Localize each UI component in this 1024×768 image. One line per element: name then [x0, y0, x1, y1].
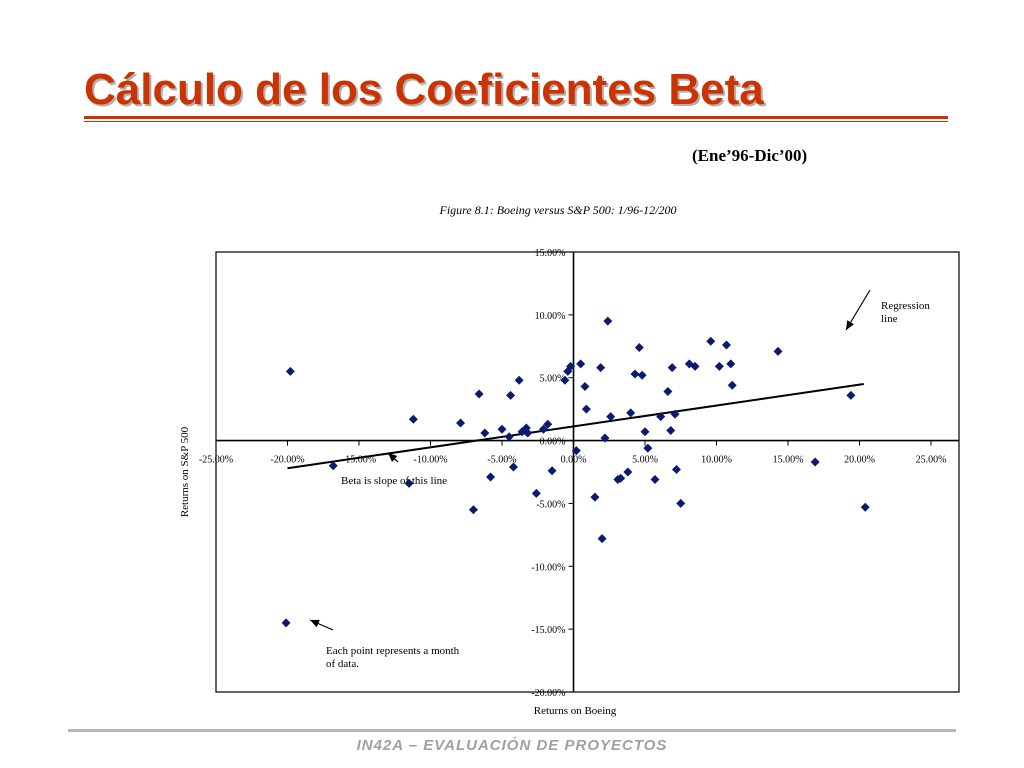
- data-point: [571, 446, 581, 456]
- axes-layer: -25.00% -20.00% -15.00% -10.00% -5.00% 0.00% 5…: [199, 248, 959, 699]
- y-tick-label: -15.00%: [531, 625, 565, 636]
- x-axis-label: Returns on Boeing: [534, 705, 617, 717]
- data-point: [531, 488, 541, 498]
- data-point: [474, 389, 484, 399]
- data-point: [846, 390, 856, 400]
- chart-title: Figure 8.1: Boeing versus S&P 500: 1/96-…: [439, 203, 677, 217]
- data-point: [666, 426, 676, 436]
- data-point: [596, 363, 606, 373]
- x-tick-label: 10.00%: [701, 455, 732, 466]
- y-tick-label: -20.00%: [531, 688, 565, 699]
- data-point: [690, 361, 700, 371]
- data-point: [404, 478, 414, 488]
- points-layer: [281, 316, 870, 628]
- data-point: [480, 428, 490, 438]
- y-tick-label: -10.00%: [531, 562, 565, 573]
- beta-arrow: [387, 452, 399, 463]
- data-point: [566, 361, 576, 371]
- data-point: [671, 464, 681, 474]
- data-point: [634, 343, 644, 353]
- x-tick-label: -10.00%: [413, 455, 447, 466]
- data-point: [408, 414, 418, 424]
- regression-line: [287, 383, 864, 470]
- data-point: [860, 502, 870, 512]
- data-point: [514, 375, 524, 385]
- data-point: [676, 498, 686, 508]
- data-point: [810, 457, 820, 467]
- data-point: [643, 443, 653, 453]
- footer-text: IN42A – EVALUACIÓN DE PROYECTOS: [356, 737, 668, 754]
- plot-frame: [215, 251, 960, 693]
- data-point: [576, 359, 586, 369]
- data-point: [547, 466, 557, 476]
- y-tick-label: 5.00%: [540, 374, 566, 385]
- data-point: [663, 387, 673, 397]
- data-point: [486, 472, 496, 482]
- x-tick-label: 20.00%: [844, 455, 875, 466]
- data-point: [722, 340, 732, 350]
- data-point: [504, 432, 514, 442]
- data-point: [285, 366, 295, 376]
- data-point: [328, 461, 338, 471]
- x-tick-label: 5.00%: [632, 455, 658, 466]
- y-tick-label: 0.00%: [540, 437, 566, 448]
- data-point: [468, 505, 478, 515]
- data-point: [600, 433, 610, 443]
- data-point: [506, 390, 516, 400]
- data-point: [623, 467, 633, 477]
- data-point: [637, 370, 647, 380]
- data-point: [630, 369, 640, 379]
- point-arrow: [309, 619, 334, 631]
- data-point: [640, 427, 650, 437]
- date-range-label: (Ene’96-Dic’00): [692, 146, 808, 165]
- x-tick-label: 15.00%: [773, 455, 804, 466]
- x-tick-label: -5.00%: [487, 455, 516, 466]
- data-point: [508, 462, 518, 472]
- slide-title: Cálculo de los Coeficientes Beta: [84, 65, 764, 114]
- data-point: [523, 428, 533, 438]
- x-tick-label: -25.00%: [199, 455, 233, 466]
- data-point: [650, 475, 660, 485]
- data-point: [714, 361, 724, 371]
- x-tick-label: -15.00%: [342, 455, 376, 466]
- x-tick-label: -20.00%: [270, 455, 304, 466]
- data-point: [590, 492, 600, 502]
- data-point: [656, 412, 666, 422]
- regression-arrow: [845, 289, 871, 331]
- data-point: [603, 316, 613, 326]
- data-point: [281, 618, 291, 628]
- data-point: [773, 346, 783, 356]
- y-tick-label: 15.00%: [535, 248, 566, 259]
- y-axis-label: Returns on S&P 500: [179, 426, 191, 517]
- data-point: [580, 382, 590, 392]
- title-rule-thin: [84, 121, 948, 122]
- data-point: [497, 424, 507, 434]
- x-tick-label: 25.00%: [916, 455, 947, 466]
- y-tick-label: -5.00%: [536, 499, 565, 510]
- data-point: [667, 363, 677, 373]
- data-point: [616, 473, 626, 483]
- data-point: [706, 336, 716, 346]
- data-point: [606, 412, 616, 422]
- data-point: [581, 404, 591, 414]
- data-point: [727, 380, 737, 390]
- beta-annotation: Beta is slope of this line: [341, 475, 447, 487]
- regression-annotation: Regression line: [881, 300, 930, 325]
- data-point: [626, 408, 636, 418]
- data-point: [597, 534, 607, 544]
- data-point: [543, 419, 553, 429]
- y-tick-label: 10.00%: [535, 311, 566, 322]
- data-point: [560, 375, 570, 385]
- footer-rule: [68, 729, 956, 732]
- annotations-layer: Regression line Beta is slope of this line…: [309, 289, 930, 670]
- data-point: [538, 424, 548, 434]
- data-point: [726, 359, 736, 369]
- x-tick-label: 0.00%: [561, 455, 587, 466]
- data-point: [456, 418, 466, 428]
- point-annotation: Each point represents a month of data.: [326, 645, 460, 670]
- data-point: [670, 409, 680, 419]
- title-rule-thick: [84, 116, 948, 119]
